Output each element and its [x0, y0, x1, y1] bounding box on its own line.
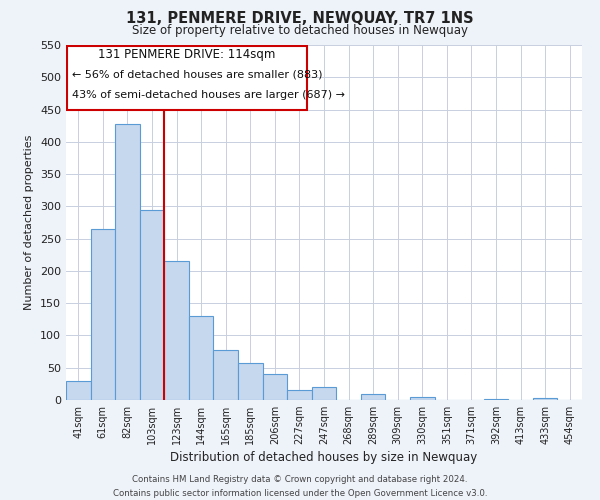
- Bar: [66, 380, 91, 400]
- Text: Size of property relative to detached houses in Newquay: Size of property relative to detached ho…: [132, 24, 468, 37]
- Bar: [140, 210, 164, 400]
- Bar: [361, 394, 385, 400]
- Text: 131 PENMERE DRIVE: 114sqm: 131 PENMERE DRIVE: 114sqm: [98, 48, 276, 61]
- Bar: [312, 387, 336, 400]
- Bar: [214, 350, 238, 400]
- Y-axis label: Number of detached properties: Number of detached properties: [25, 135, 34, 310]
- Bar: [484, 398, 508, 400]
- Text: 43% of semi-detached houses are larger (687) →: 43% of semi-detached houses are larger (…: [72, 90, 345, 101]
- Bar: [238, 362, 263, 400]
- Bar: [164, 261, 189, 400]
- Text: ← 56% of detached houses are smaller (883): ← 56% of detached houses are smaller (88…: [72, 69, 323, 79]
- Text: 131, PENMERE DRIVE, NEWQUAY, TR7 1NS: 131, PENMERE DRIVE, NEWQUAY, TR7 1NS: [126, 11, 474, 26]
- Bar: [533, 398, 557, 400]
- Bar: [115, 124, 140, 400]
- Bar: [189, 316, 214, 400]
- FancyBboxPatch shape: [67, 46, 307, 110]
- Bar: [287, 390, 312, 400]
- Bar: [263, 374, 287, 400]
- Bar: [91, 229, 115, 400]
- Bar: [410, 397, 434, 400]
- Text: Contains HM Land Registry data © Crown copyright and database right 2024.
Contai: Contains HM Land Registry data © Crown c…: [113, 476, 487, 498]
- X-axis label: Distribution of detached houses by size in Newquay: Distribution of detached houses by size …: [170, 452, 478, 464]
